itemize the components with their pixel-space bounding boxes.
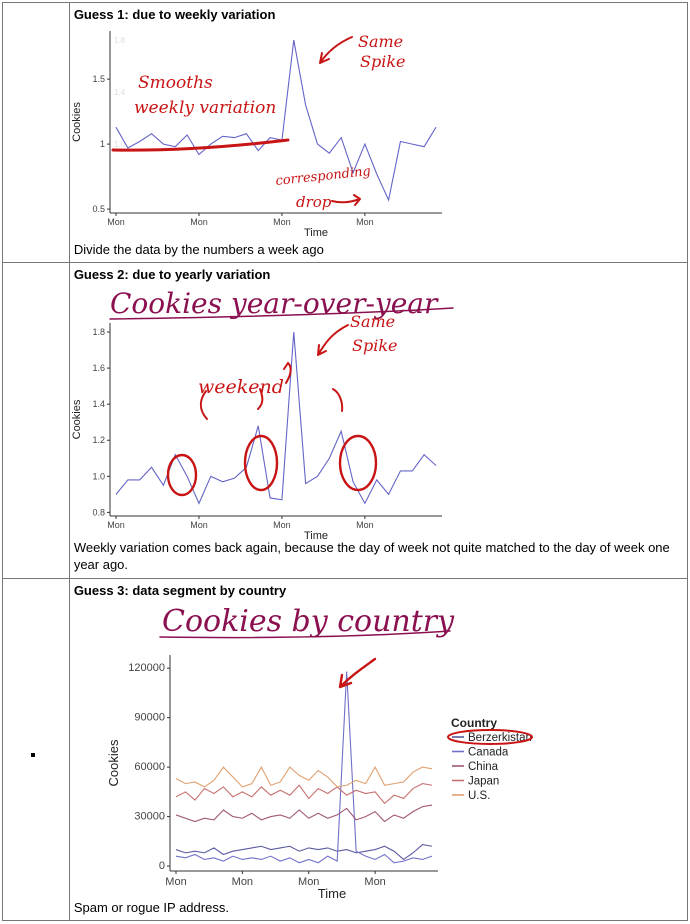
y-tick-label: 60000: [134, 761, 165, 773]
table-row: Guess 2: due to yearly variation Cookies…: [2, 262, 689, 579]
series-line: [175, 765, 432, 788]
x-tick-label: Mon: [231, 876, 252, 888]
legend-label: Canada: [468, 747, 509, 759]
y-axis-title: Cookies: [71, 102, 83, 142]
y-tick-label: 1.5: [92, 74, 105, 84]
annotation-same: Same: [358, 32, 403, 51]
table-row: Guess 3: data segment by country Cookies…: [2, 578, 689, 921]
weekend-circle: [166, 453, 198, 497]
weekend-circle: [243, 434, 279, 492]
x-tick-label: Mon: [356, 520, 374, 530]
series-line: [175, 844, 432, 861]
y-tick-label: 0.5: [92, 204, 105, 214]
chart-yearly: Cookies year-over-year 0.8 1.0 1.2 1.4 1.6 1.8…: [71, 287, 454, 542]
row-title: Guess 3: data segment by country: [73, 583, 287, 598]
x-axis-title: Time: [318, 886, 346, 901]
arrow-to-drop: [330, 194, 361, 206]
y-tick-label: 1.2: [92, 435, 105, 445]
faded-tick-label: 1.4: [114, 88, 126, 97]
arrow-to-spike: [338, 657, 377, 689]
legend-label: U.S.: [468, 790, 490, 802]
chart-weekly: 0.5 1 1.5 1.8 1.4 1.0 Mon Mon Mon Mon Time Cookies S…: [71, 31, 442, 239]
y-tick-label: 120000: [128, 662, 165, 674]
series-line: [175, 783, 432, 805]
x-tick-label: Mon: [273, 520, 291, 530]
y-axis-title: Cookies: [71, 399, 83, 439]
annotation-weekend: weekend: [198, 376, 284, 398]
annotation-weekly-variation: weekly variation: [134, 98, 276, 118]
plot-background: [109, 31, 442, 213]
y-tick-label: 0.8: [92, 507, 105, 517]
weekend-arrow-stroke: [282, 362, 292, 384]
x-axis-title: Time: [304, 530, 328, 542]
x-tick-label: Mon: [107, 520, 125, 530]
series-line: [175, 804, 432, 823]
arrow-to-spike: [318, 36, 353, 64]
annotation-spike: Spike: [352, 336, 397, 355]
weekend-circle: [338, 434, 378, 492]
handwritten-heading: Cookies year-over-year: [110, 287, 439, 320]
weekend-mark-1: [199, 390, 208, 420]
faded-tick-label: 1.8: [114, 36, 126, 45]
y-tick-label: 1.8: [92, 327, 105, 337]
x-tick-label: Mon: [273, 217, 291, 227]
x-tick-label: Mon: [364, 876, 385, 888]
y-tick-label: 0: [159, 860, 165, 872]
weekend-mark-3: [331, 388, 343, 412]
heading-underline: [159, 630, 451, 639]
y-tick-label: 30000: [134, 811, 165, 823]
heading-underline: [109, 307, 454, 320]
x-tick-label: Mon: [190, 520, 208, 530]
row-label-cell: [2, 262, 70, 579]
row-title: Guess 2: due to yearly variation: [73, 267, 271, 282]
legend-label: Japan: [468, 776, 499, 788]
annotation-spike: Spike: [360, 52, 405, 71]
annotation-drop: drop: [296, 193, 332, 211]
row-label-cell: [2, 578, 70, 921]
x-tick-label: Mon: [165, 876, 186, 888]
row-caption: Spam or rogue IP address.: [73, 900, 229, 915]
faded-tick-label: 1.0: [114, 140, 126, 149]
series-line: [115, 40, 437, 202]
legend-title: Country: [451, 716, 497, 730]
content-cell: Guess 3: data segment by country Cookies…: [68, 578, 689, 921]
plot-area: 0.5 1 1.5 1.8 1.4 1.0 Mon Mon Mon Mon Time Cookies: [71, 31, 442, 239]
content-cell: Guess 2: due to yearly variation Cookies…: [68, 262, 689, 579]
x-tick-label: Mon: [107, 217, 125, 227]
plot-area: 0.8 1.0 1.2 1.4 1.6 1.8 Mon Mon Mon Mon Time Cookie…: [71, 323, 442, 542]
x-tick-label: Mon: [298, 876, 319, 888]
annotation-same: Same: [350, 312, 395, 331]
table-row: Guess 1: due to weekly variation 0.5 1 1.5…: [2, 2, 689, 263]
x-axis-title: Time: [304, 227, 328, 239]
y-axis-title: Cookies: [106, 739, 121, 786]
y-tick-label: 1: [100, 139, 105, 149]
y-tick-label: 90000: [134, 712, 165, 724]
legend: Country Berzerkistan Canada China Japan U.S.: [451, 716, 532, 802]
content-cell: Guess 1: due to weekly variation 0.5 1 1.5…: [68, 2, 689, 263]
chart-by-country: Cookies by country0300006000090000120000…: [106, 604, 533, 901]
annotation-smooths: Smooths: [138, 73, 213, 93]
bullet-mark: [31, 753, 35, 757]
x-tick-label: Mon: [190, 217, 208, 227]
x-tick-label: Mon: [356, 217, 374, 227]
arrow-to-spike: [316, 324, 349, 356]
smoothing-line-annotation: [111, 138, 290, 152]
legend-label: China: [468, 761, 499, 773]
weekend-mark-2: [256, 388, 264, 410]
y-tick-label: 1.6: [92, 363, 105, 373]
plot-background: [169, 655, 438, 871]
row-title: Guess 1: due to weekly variation: [73, 7, 276, 22]
y-tick-label: 1.4: [92, 399, 105, 409]
row-label-cell: [2, 2, 70, 263]
row-caption: Divide the data by the numbers a week ag…: [73, 242, 324, 257]
y-tick-label: 1.0: [92, 471, 105, 481]
series-line: [175, 671, 432, 864]
row-caption: Weekly variation comes back again, becau…: [73, 540, 670, 572]
plot-background: [109, 323, 442, 516]
legend-label: Berzerkistan: [468, 732, 532, 744]
legend-highlight-circle: [446, 729, 533, 745]
